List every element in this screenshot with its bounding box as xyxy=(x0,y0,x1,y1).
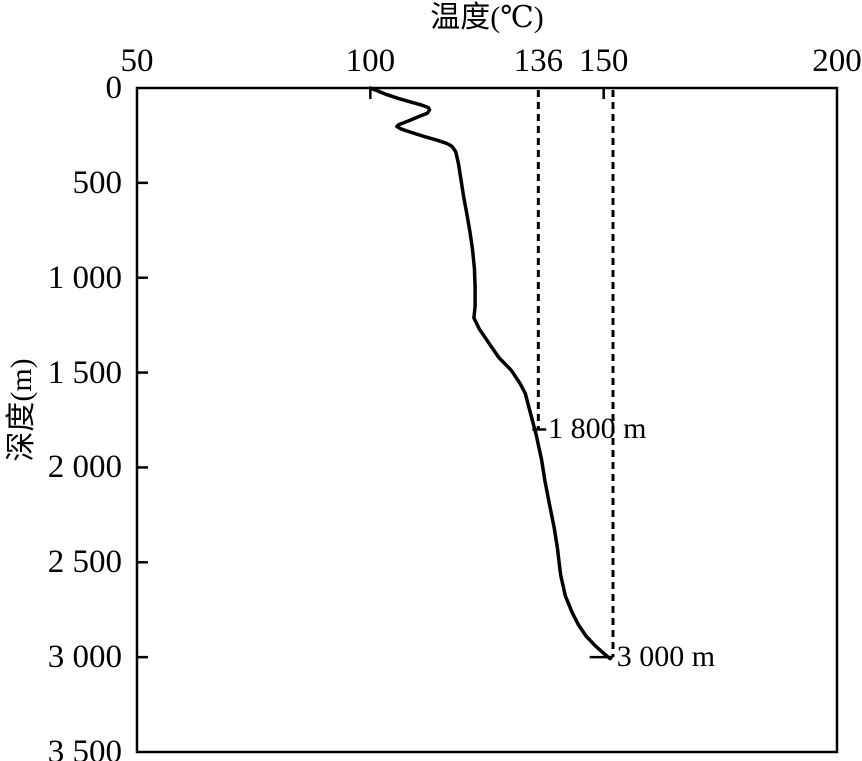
y-tick-label-3500: 3 500 xyxy=(47,734,122,761)
y-tick-label-0: 0 xyxy=(105,70,123,106)
y-tick-label-2000: 2 000 xyxy=(47,449,122,486)
x-tick-label-136: 136 xyxy=(513,43,564,79)
y-tick-label-3000: 3 000 xyxy=(47,639,122,676)
x-axis-title: 温度(℃) xyxy=(430,1,544,34)
annotation-label-1: 1 800 m xyxy=(548,412,647,446)
y-tick-label-500: 500 xyxy=(72,164,123,201)
y-tick-label-1000: 1 000 xyxy=(47,259,122,296)
y-tick-label-2500: 2 500 xyxy=(47,544,122,581)
x-tick-label-150: 150 xyxy=(578,43,629,79)
axes-frame xyxy=(135,86,839,754)
x-tick-label-50: 50 xyxy=(120,43,154,79)
series-temperature-depth-curve xyxy=(368,86,612,661)
x-tick-label-100: 100 xyxy=(345,43,396,79)
y-tick-label-1500: 1 500 xyxy=(47,354,122,391)
x-tick-label-200: 200 xyxy=(812,43,862,79)
annotation-label-2: 3 000 m xyxy=(616,640,716,674)
